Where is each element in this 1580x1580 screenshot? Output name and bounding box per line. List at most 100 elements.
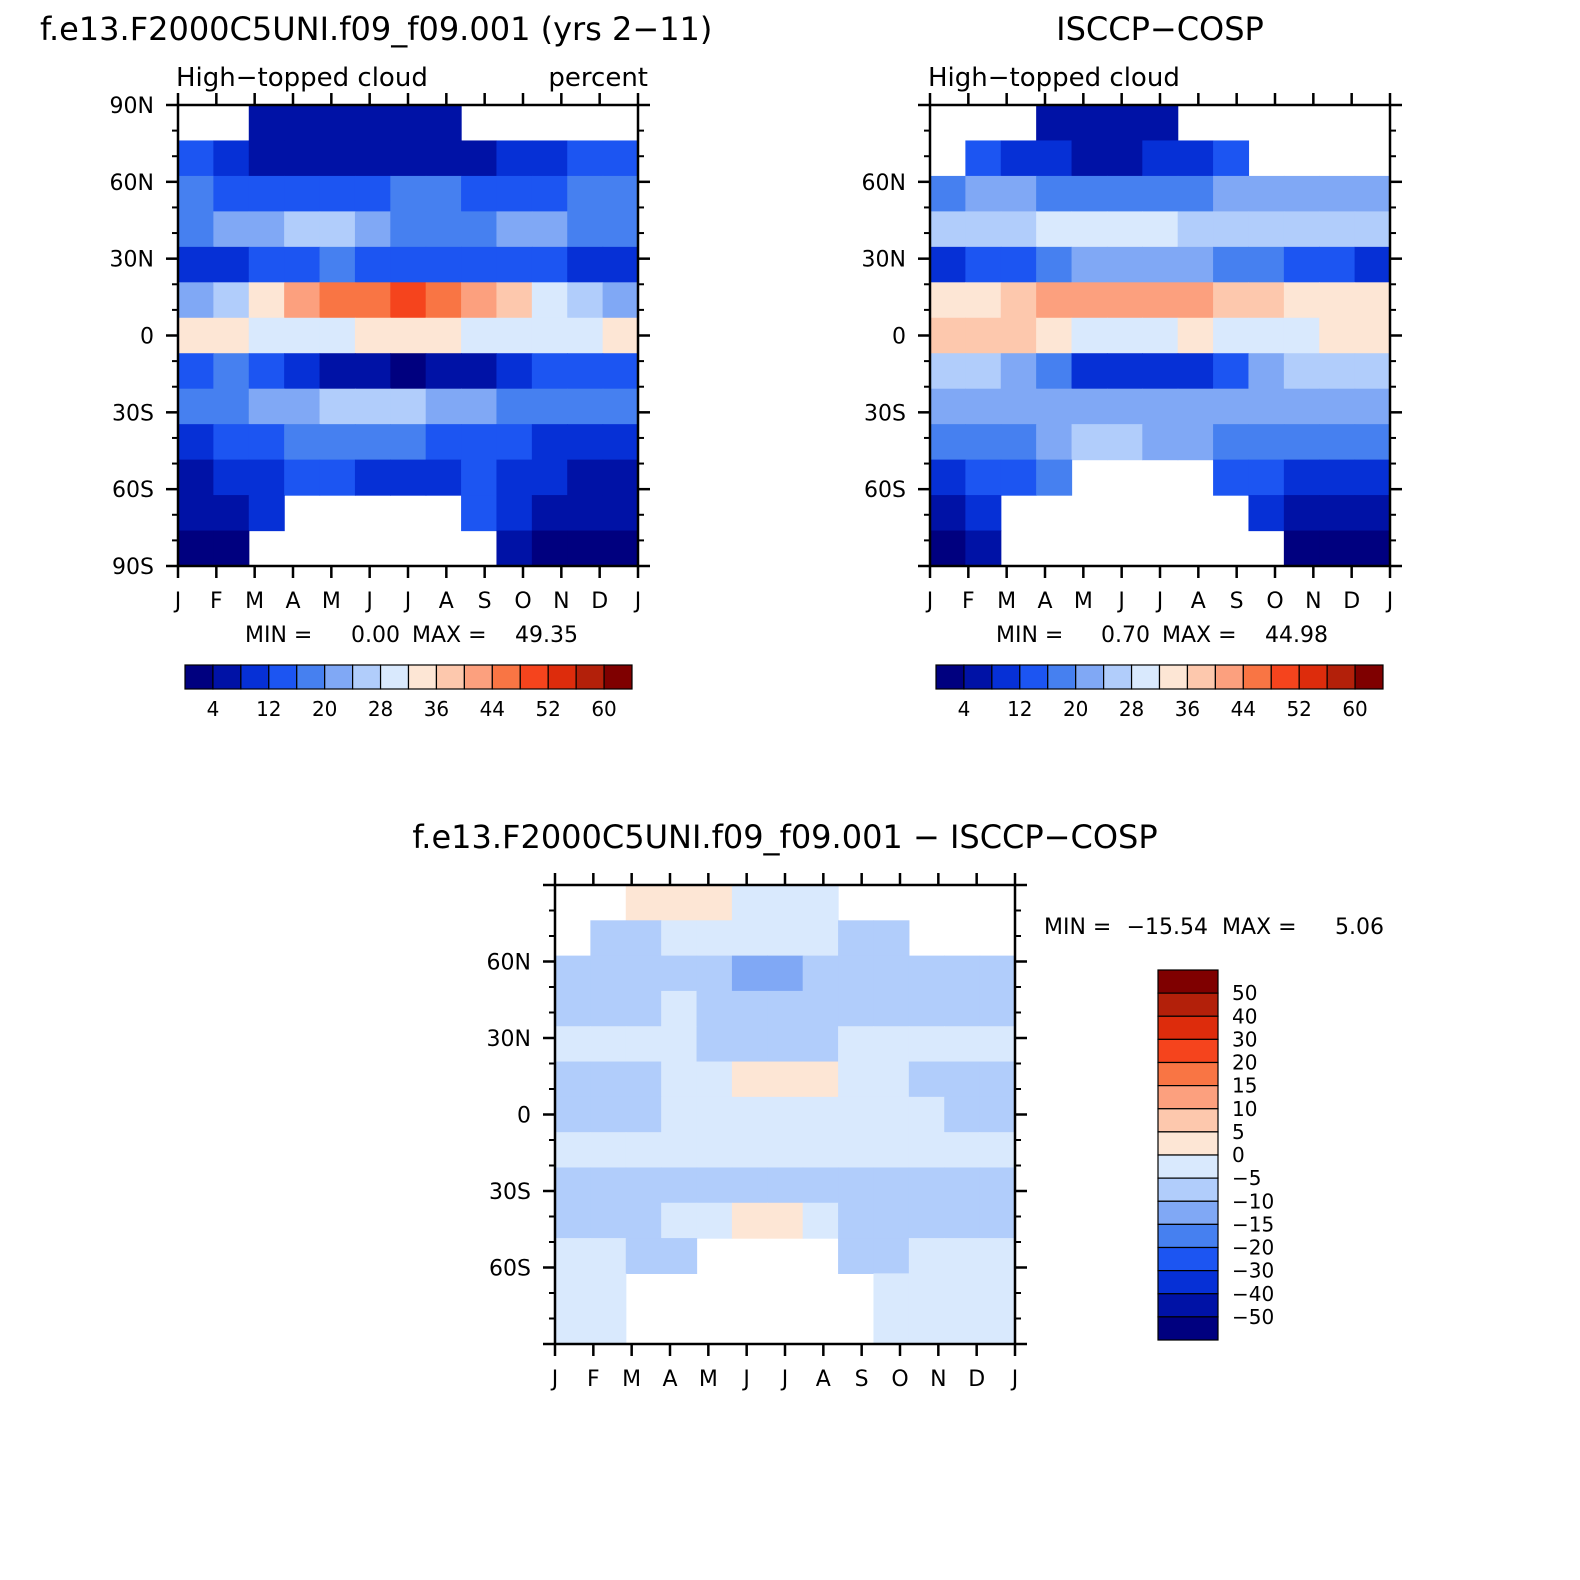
colorbar-label: 52 [535,697,560,721]
heatmap-cell [661,990,698,1027]
heatmap-cell [1071,317,1108,354]
heatmap-cell [354,246,391,283]
heatmap-cell [1142,105,1179,142]
heatmap-cell [661,1096,698,1133]
heatmap-cell [1106,317,1143,354]
colorbar-label: 60 [591,697,616,721]
heatmap-cell [1036,211,1073,248]
x-tick-label: O [1266,589,1283,614]
heatmap-cell [567,353,604,390]
x-tick-label: F [210,589,223,614]
heatmap-cell [319,388,356,425]
heatmap-cell [567,424,604,461]
colorbar-swatch [1019,664,1049,690]
heatmap-cell [602,424,639,461]
heatmap-cell [1283,353,1320,390]
heatmap-cell [354,175,391,212]
heatmap-cell [802,1061,839,1098]
heatmap-cell [1248,388,1285,425]
heatmap-cell [873,1202,910,1239]
heatmap-cell [1177,282,1214,319]
model-max-label: MAX = [412,623,487,648]
heatmap-cell [531,317,568,354]
heatmap-cell [248,246,285,283]
heatmap-cell [908,990,945,1027]
heatmap-cell [213,282,250,319]
colorbar-swatch [240,664,270,690]
obs-title: ISCCP−COSP [1056,10,1264,48]
heatmap-cell [1213,140,1250,177]
heatmap-cell [767,1061,804,1098]
heatmap-cell [567,211,604,248]
heatmap-cell [1036,105,1073,142]
heatmap-cell [390,424,427,461]
x-tick-label: A [1037,589,1052,614]
colorbar-label: 10 [1232,1097,1257,1121]
heatmap-cell [965,246,1002,283]
x-tick-label: D [591,589,608,614]
heatmap-cell [354,459,391,496]
x-tick-label: J [1010,1367,1019,1392]
heatmap-cell [802,1132,839,1169]
heatmap-cell [838,990,875,1027]
heatmap-cell [1000,246,1037,283]
x-tick-label: S [1230,589,1244,614]
heatmap-cell [1177,140,1214,177]
heatmap-cell [979,1061,1016,1098]
heatmap-cell [1142,282,1179,319]
y-tick-label: 60S [864,478,906,503]
heatmap-cell [802,885,839,921]
heatmap-cell [555,1096,591,1133]
heatmap-cell [979,1132,1016,1169]
heatmap-cell [1071,353,1108,390]
heatmap-cell [1319,495,1356,532]
colorbar-label: 60 [1342,697,1367,721]
heatmap-cell [1213,424,1250,461]
heatmap-cell [873,1273,910,1310]
colorbar-swatch [519,664,549,690]
colorbar-label: 15 [1232,1074,1257,1098]
heatmap-cell [1106,246,1143,283]
heatmap-cell [284,105,321,142]
heatmap-cell [696,990,733,1027]
heatmap-cell [1248,353,1285,390]
colorbar-label: 20 [312,697,337,721]
heatmap-cell [248,353,285,390]
heatmap-cell [1177,246,1214,283]
obs-field [930,105,1391,567]
y-tick-label: 30S [112,401,154,426]
heatmap-cell [1071,140,1108,177]
heatmap-cell [625,1061,662,1098]
colorbar-label: 20 [1063,697,1088,721]
heatmap-cell [496,388,533,425]
heatmap-cell [590,990,627,1027]
colorbar-label: 40 [1232,1004,1257,1028]
heatmap-cell [1248,495,1285,532]
heatmap-cell [767,1202,804,1239]
heatmap-cell [661,1202,698,1239]
x-tick-label: M [245,589,264,614]
model-min-value: 0.00 [351,623,400,648]
heatmap-cell [531,530,568,567]
heatmap-cell [1036,353,1073,390]
heatmap-cell [248,317,285,354]
heatmap-cell [1000,317,1037,354]
heatmap-cell [1248,246,1285,283]
heatmap-cell [965,317,1002,354]
colorbar-swatch [991,664,1021,690]
heatmap-cell [590,1026,627,1063]
heatmap-cell [1283,211,1320,248]
heatmap-cell [661,1238,698,1274]
heatmap-cell [1106,140,1143,177]
heatmap-cell [661,885,698,921]
heatmap-cell [1036,424,1073,461]
heatmap-cell [602,140,639,177]
colorbar-swatch [352,664,382,690]
heatmap-cell [1283,282,1320,319]
heatmap-cell [944,1026,981,1063]
heatmap-cell [1000,175,1037,212]
heatmap-cell [354,424,391,461]
heatmap-cell [965,530,1002,567]
heatmap-cell [567,175,604,212]
heatmap-cell [1248,282,1285,319]
